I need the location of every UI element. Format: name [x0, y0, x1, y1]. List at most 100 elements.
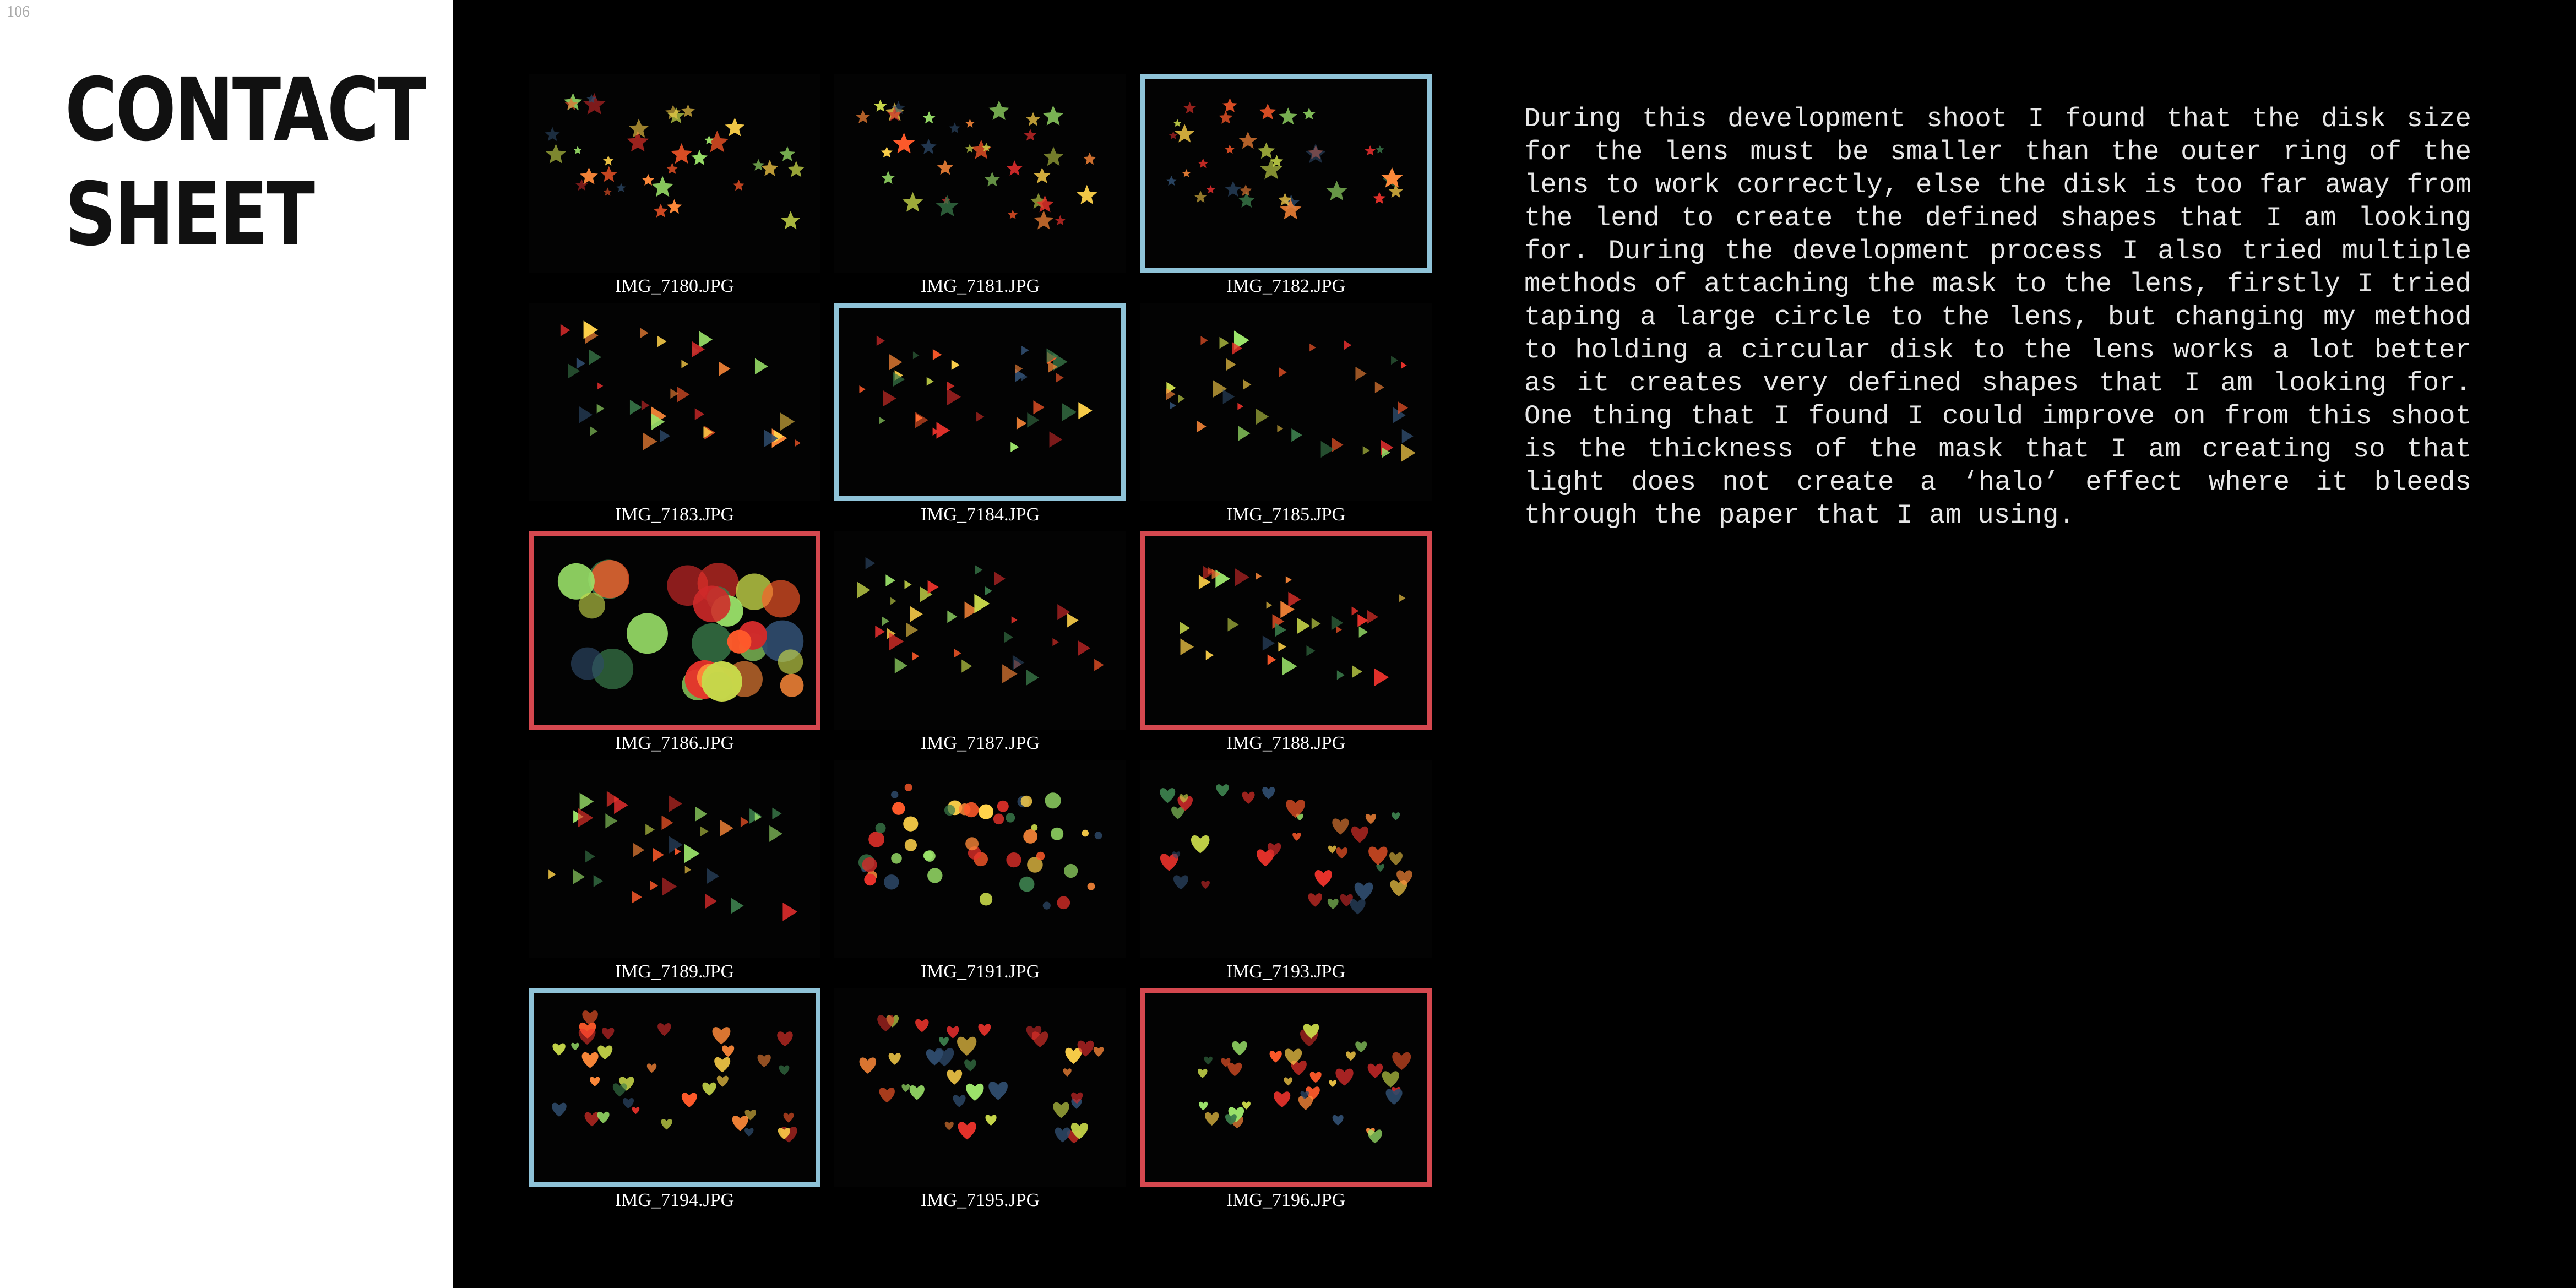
- photo-thumbnail[interactable]: [1140, 74, 1432, 273]
- photo-thumbnail[interactable]: [834, 303, 1126, 501]
- bokeh-star: [1326, 181, 1347, 201]
- bokeh-circle: [780, 673, 804, 697]
- bokeh-heart: [1327, 898, 1339, 910]
- bokeh-circle: [590, 559, 629, 599]
- bokeh-triangle: [947, 381, 955, 391]
- bokeh-star: [600, 166, 617, 182]
- photo-thumbnail[interactable]: [1140, 760, 1432, 958]
- bokeh-dot: [904, 783, 912, 791]
- bokeh-star: [893, 132, 915, 154]
- bokeh-triangle: [1291, 428, 1302, 442]
- bokeh-heart: [578, 1028, 596, 1045]
- bokeh-star: [1194, 191, 1207, 203]
- bokeh-star: [1026, 112, 1041, 126]
- photo-thumbnail[interactable]: [529, 303, 820, 501]
- bokeh-triangle: [865, 557, 876, 569]
- bokeh-heart: [632, 1107, 640, 1115]
- photo-thumbnail[interactable]: [529, 988, 820, 1187]
- photo-thumbnail[interactable]: [834, 988, 1126, 1187]
- bokeh-triangle: [1015, 364, 1023, 373]
- bokeh-heart: [597, 1045, 613, 1060]
- bokeh-heart: [1303, 1024, 1319, 1039]
- bokeh-star: [988, 100, 1009, 120]
- photo-filename: IMG_7185.JPG: [1226, 504, 1346, 525]
- bokeh-heart: [1350, 899, 1366, 915]
- photo-thumbnail[interactable]: [834, 760, 1126, 958]
- bokeh-triangle: [954, 648, 961, 658]
- bokeh-triangle: [1205, 650, 1214, 660]
- bokeh-triangle: [596, 404, 605, 414]
- bokeh-triangle: [740, 817, 749, 828]
- bokeh-triangle: [1336, 626, 1342, 633]
- photo-thumbnail[interactable]: [1140, 531, 1432, 730]
- bokeh-image: [856, 99, 1097, 230]
- bokeh-triangle: [633, 843, 645, 857]
- bokeh-triangle: [889, 354, 903, 371]
- bokeh-triangle: [719, 361, 731, 376]
- bokeh-triangle: [1027, 412, 1040, 428]
- bokeh-heart: [1292, 832, 1301, 841]
- bokeh-triangle: [994, 572, 1006, 586]
- photo-thumbnail[interactable]: [529, 531, 820, 730]
- bokeh-triangle: [1208, 567, 1214, 575]
- bokeh-dot: [1094, 832, 1102, 840]
- bokeh-triangle: [782, 903, 798, 921]
- bokeh-triangle: [1309, 343, 1316, 352]
- bokeh-star: [671, 143, 693, 164]
- photo-thumbnail[interactable]: [1140, 303, 1432, 501]
- bokeh-triangle: [1016, 417, 1027, 430]
- bokeh-triangle: [684, 866, 692, 874]
- bokeh-star: [616, 183, 626, 192]
- bokeh-heart: [590, 1077, 600, 1086]
- bokeh-triangle: [1336, 670, 1345, 680]
- bokeh-circle: [778, 649, 803, 675]
- bokeh-heart: [1284, 1077, 1293, 1086]
- photo-thumbnail[interactable]: [834, 531, 1126, 730]
- bokeh-heart: [722, 1045, 735, 1057]
- photo-thumbnail[interactable]: [529, 760, 820, 958]
- bokeh-triangle: [1393, 407, 1406, 423]
- bokeh-dot: [1064, 863, 1078, 878]
- photo-thumbnail[interactable]: [1140, 988, 1432, 1187]
- photo-filename: IMG_7191.JPG: [920, 961, 1040, 982]
- bokeh-heart: [1309, 1072, 1322, 1083]
- bokeh-heart: [1063, 1068, 1072, 1077]
- bokeh-heart: [1225, 1114, 1237, 1126]
- bokeh-heart: [953, 1095, 966, 1107]
- bokeh-star: [981, 143, 991, 152]
- bokeh-triangle: [772, 807, 782, 820]
- bokeh-star: [1166, 175, 1177, 186]
- bokeh-triangle: [650, 880, 659, 891]
- bokeh-triangle: [606, 791, 620, 807]
- photo-filename: IMG_7181.JPG: [920, 276, 1040, 296]
- bokeh-triangle: [1275, 623, 1286, 637]
- photo-thumbnail[interactable]: [529, 74, 820, 273]
- bokeh-heart: [681, 1093, 697, 1107]
- bokeh-star: [1373, 192, 1386, 204]
- bokeh-triangle: [583, 320, 599, 339]
- bokeh-triangle: [1015, 369, 1026, 382]
- bokeh-triangle: [893, 372, 905, 387]
- bokeh-dot: [891, 853, 902, 864]
- bokeh-heart: [958, 1122, 976, 1140]
- bokeh-star: [1222, 98, 1238, 112]
- bokeh-star: [1206, 185, 1215, 194]
- bokeh-dot: [997, 800, 1009, 812]
- bokeh-circle: [557, 563, 595, 600]
- bokeh-heart: [552, 1102, 567, 1117]
- bokeh-heart: [1340, 894, 1353, 907]
- bokeh-image: [858, 783, 1102, 910]
- photo-thumbnail[interactable]: [834, 74, 1126, 273]
- bokeh-heart: [1267, 843, 1281, 856]
- bokeh-dot: [964, 802, 979, 818]
- bokeh-star: [586, 94, 596, 104]
- bokeh-heart: [1376, 863, 1385, 872]
- bokeh-triangle: [912, 652, 920, 661]
- bokeh-triangle: [890, 597, 896, 605]
- bokeh-star: [1225, 144, 1235, 154]
- bokeh-heart: [1262, 787, 1275, 800]
- bokeh-heart: [877, 1015, 895, 1032]
- bokeh-star: [1376, 145, 1384, 154]
- bokeh-triangle: [889, 632, 904, 651]
- bokeh-triangle: [670, 388, 679, 399]
